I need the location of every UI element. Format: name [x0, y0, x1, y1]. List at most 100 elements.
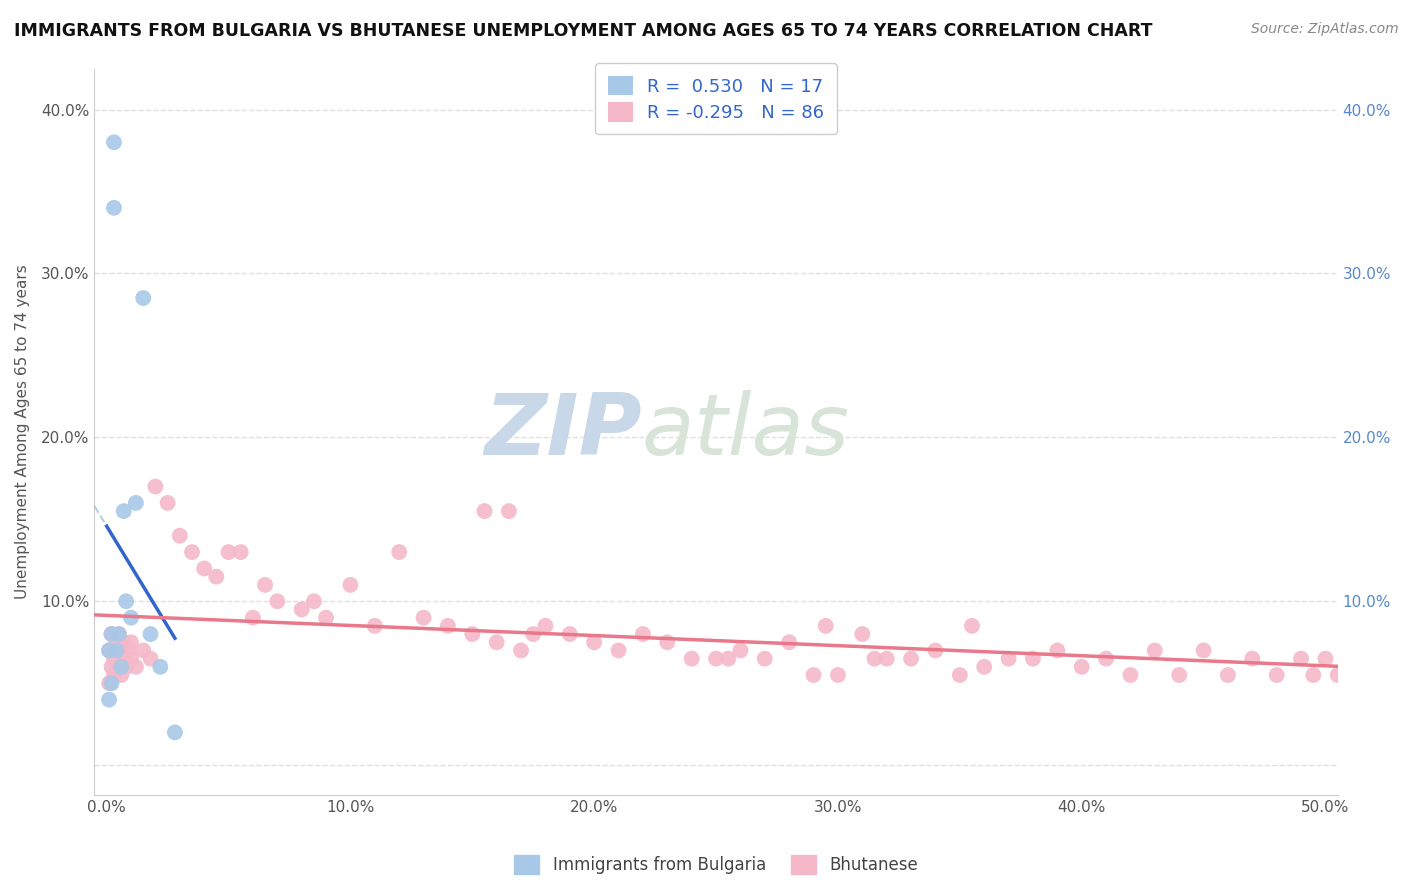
Point — [117, 643, 139, 657]
Point — [522, 627, 544, 641]
Y-axis label: Unemployment Among Ages 65 to 74 years: Unemployment Among Ages 65 to 74 years — [15, 264, 30, 599]
Point — [100, 627, 122, 641]
Point — [132, 291, 155, 305]
Point — [1216, 668, 1239, 682]
Point — [1326, 668, 1348, 682]
Point — [1095, 651, 1118, 665]
Point — [100, 660, 122, 674]
Point — [120, 651, 142, 665]
Point — [169, 529, 191, 543]
Point — [156, 496, 179, 510]
Point — [437, 619, 460, 633]
Point — [1070, 660, 1092, 674]
Point — [115, 594, 138, 608]
Point — [681, 651, 703, 665]
Point — [1289, 651, 1312, 665]
Point — [876, 651, 898, 665]
Point — [103, 651, 125, 665]
Point — [98, 676, 121, 690]
Point — [120, 610, 142, 624]
Point — [120, 635, 142, 649]
Point — [949, 668, 972, 682]
Point — [1315, 651, 1337, 665]
Point — [145, 479, 167, 493]
Point — [125, 496, 148, 510]
Point — [105, 643, 128, 657]
Point — [510, 643, 533, 657]
Text: atlas: atlas — [641, 390, 849, 473]
Point — [254, 578, 277, 592]
Point — [291, 602, 314, 616]
Point — [139, 651, 162, 665]
Point — [98, 643, 121, 657]
Point — [125, 660, 148, 674]
Point — [474, 504, 496, 518]
Point — [98, 643, 121, 657]
Point — [110, 660, 132, 674]
Point — [108, 627, 131, 641]
Point — [103, 668, 125, 682]
Point — [242, 610, 264, 624]
Point — [315, 610, 337, 624]
Point — [485, 635, 508, 649]
Point — [412, 610, 434, 624]
Point — [100, 676, 122, 690]
Point — [814, 619, 837, 633]
Point — [193, 561, 215, 575]
Point — [1119, 668, 1142, 682]
Point — [339, 578, 361, 592]
Point — [139, 627, 162, 641]
Point — [364, 619, 387, 633]
Point — [98, 692, 121, 706]
Point — [863, 651, 886, 665]
Point — [851, 627, 873, 641]
Point — [717, 651, 740, 665]
Text: Source: ZipAtlas.com: Source: ZipAtlas.com — [1251, 22, 1399, 37]
Legend: Immigrants from Bulgaria, Bhutanese: Immigrants from Bulgaria, Bhutanese — [508, 849, 925, 880]
Point — [960, 619, 983, 633]
Point — [112, 651, 135, 665]
Point — [112, 504, 135, 518]
Point — [607, 643, 630, 657]
Point — [229, 545, 252, 559]
Point — [1265, 668, 1288, 682]
Point — [115, 660, 138, 674]
Point — [997, 651, 1019, 665]
Point — [534, 619, 557, 633]
Point — [803, 668, 825, 682]
Point — [112, 635, 135, 649]
Point — [108, 627, 131, 641]
Point — [583, 635, 606, 649]
Point — [973, 660, 995, 674]
Point — [1143, 643, 1166, 657]
Point — [110, 643, 132, 657]
Point — [558, 627, 581, 641]
Point — [498, 504, 520, 518]
Point — [1192, 643, 1215, 657]
Point — [132, 643, 155, 657]
Text: IMMIGRANTS FROM BULGARIA VS BHUTANESE UNEMPLOYMENT AMONG AGES 65 TO 74 YEARS COR: IMMIGRANTS FROM BULGARIA VS BHUTANESE UN… — [14, 22, 1153, 40]
Point — [302, 594, 325, 608]
Point — [103, 136, 125, 150]
Point — [100, 627, 122, 641]
Point — [105, 643, 128, 657]
Point — [388, 545, 411, 559]
Point — [110, 668, 132, 682]
Point — [1168, 668, 1191, 682]
Point — [108, 660, 131, 674]
Point — [900, 651, 922, 665]
Point — [827, 668, 849, 682]
Point — [103, 201, 125, 215]
Point — [1022, 651, 1045, 665]
Point — [205, 570, 228, 584]
Point — [1241, 651, 1264, 665]
Point — [163, 725, 186, 739]
Point — [181, 545, 204, 559]
Point — [778, 635, 800, 649]
Point — [105, 635, 128, 649]
Point — [631, 627, 654, 641]
Point — [461, 627, 484, 641]
Point — [704, 651, 727, 665]
Point — [1302, 668, 1324, 682]
Point — [149, 660, 172, 674]
